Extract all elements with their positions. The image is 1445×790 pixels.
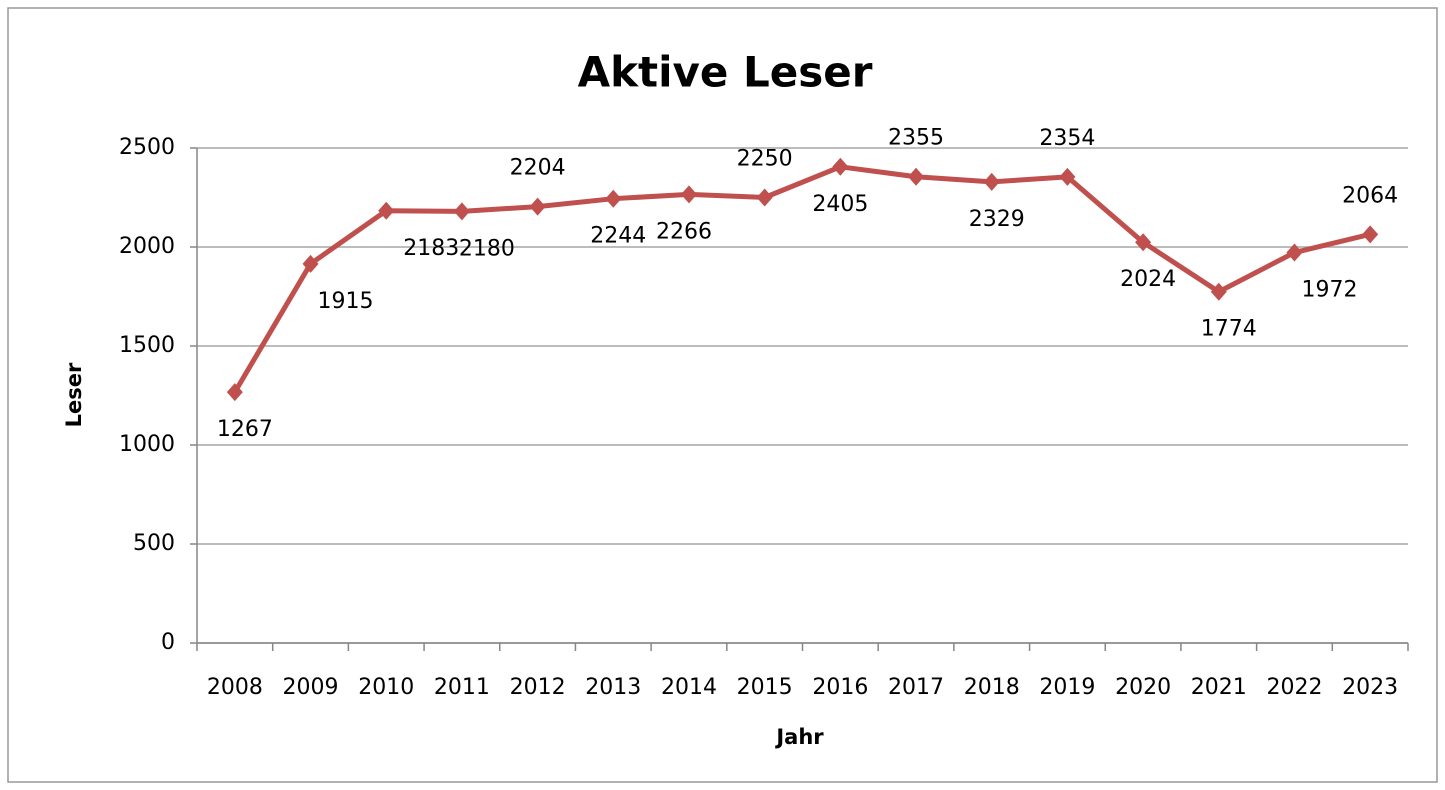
marker — [832, 157, 849, 176]
x-tick-label: 2008 — [207, 675, 263, 700]
chart-title: Aktive Leser — [578, 48, 873, 97]
x-tick-label: 2013 — [585, 675, 641, 700]
marker — [529, 197, 546, 216]
data-label: 2354 — [1039, 126, 1095, 151]
y-tick-label: 1500 — [119, 333, 175, 358]
x-tick-label: 2021 — [1191, 675, 1247, 700]
data-label: 2244 — [590, 224, 646, 249]
y-axis-title: Leser — [62, 362, 86, 427]
data-label: 2183 — [403, 236, 459, 261]
x-tick-label: 2017 — [888, 675, 944, 700]
marker — [680, 185, 697, 204]
data-label: 2180 — [459, 236, 515, 261]
marker — [1362, 225, 1379, 244]
x-tick-label: 2015 — [737, 675, 793, 700]
marker — [226, 383, 243, 402]
data-label: 1915 — [318, 289, 374, 314]
x-tick-label: 2016 — [812, 675, 868, 700]
x-tick-label: 2023 — [1342, 675, 1398, 700]
data-label: 1267 — [217, 417, 273, 442]
line — [232, 164, 1371, 394]
data-label: 2266 — [656, 219, 712, 244]
marker — [453, 202, 470, 221]
y-tick-label: 2500 — [119, 135, 175, 160]
x-axis-title: Jahr — [774, 725, 824, 749]
x-tick-label: 2010 — [358, 675, 414, 700]
data-label: 2064 — [1342, 183, 1398, 208]
y-tick-label: 2000 — [119, 234, 175, 259]
x-tick-label: 2012 — [510, 675, 566, 700]
y-tick-label: 0 — [161, 630, 175, 655]
marker — [756, 188, 773, 207]
data-label: 2355 — [888, 126, 944, 151]
data-label: 1774 — [1201, 317, 1257, 342]
marker — [1286, 243, 1303, 262]
data-label: 2329 — [969, 207, 1025, 232]
y-tick-label: 500 — [133, 531, 175, 556]
marker — [605, 189, 622, 208]
data-label: 1972 — [1301, 278, 1357, 303]
x-tick-label: 2011 — [434, 675, 490, 700]
x-tick-label: 2018 — [964, 675, 1020, 700]
y-tick-label: 1000 — [119, 432, 175, 457]
marker — [908, 167, 925, 186]
marker — [983, 172, 1000, 191]
data-label: 2405 — [812, 192, 868, 217]
data-label: 2204 — [510, 156, 566, 181]
marker — [1210, 282, 1227, 301]
marker — [1135, 233, 1152, 252]
data-label: 2024 — [1120, 267, 1176, 292]
data-label: 2250 — [737, 147, 793, 172]
x-tick-label: 2019 — [1039, 675, 1095, 700]
chart-border — [7, 7, 1438, 783]
x-tick-label: 2014 — [661, 675, 717, 700]
marker — [1059, 167, 1076, 186]
marker — [302, 254, 319, 273]
marker — [378, 201, 395, 220]
x-tick-label: 2009 — [283, 675, 339, 700]
x-tick-label: 2020 — [1115, 675, 1171, 700]
x-tick-label: 2022 — [1266, 675, 1322, 700]
